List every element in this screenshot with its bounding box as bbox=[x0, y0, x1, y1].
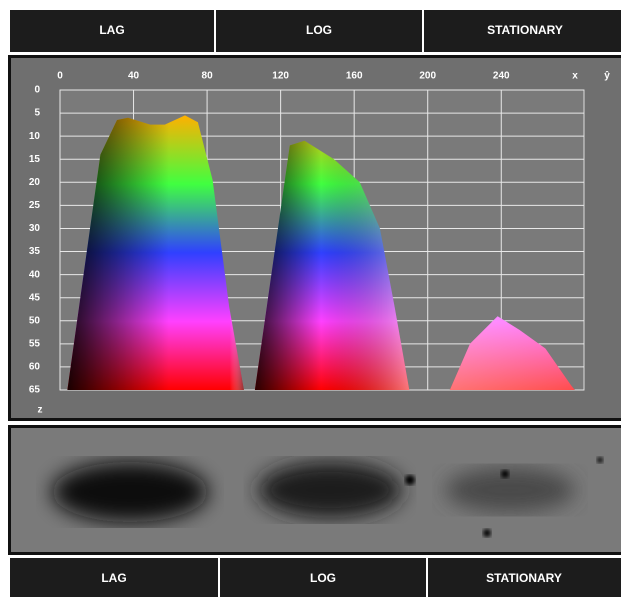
y-tick-label: 20 bbox=[29, 177, 41, 188]
header-label: LAG bbox=[99, 23, 124, 37]
gel-band bbox=[445, 468, 575, 512]
y-tick-label: 40 bbox=[29, 269, 41, 280]
y-tick-label: 35 bbox=[29, 246, 41, 257]
x-tick-label: 200 bbox=[419, 71, 436, 82]
y-tick-label: 50 bbox=[29, 315, 41, 326]
gel-spot bbox=[597, 457, 603, 463]
x-axis-label: x bbox=[572, 71, 578, 82]
gel-image bbox=[10, 427, 621, 554]
y-tick-label: 15 bbox=[29, 154, 41, 165]
y-tick-label: 0 bbox=[34, 85, 40, 96]
header-bar: LAG LOG STATIONARY bbox=[10, 10, 621, 52]
footer-bar: LAG LOG STATIONARY bbox=[10, 558, 621, 597]
x-tick-label: 120 bbox=[272, 71, 289, 82]
x-tick-label: 80 bbox=[202, 71, 214, 82]
plot: 0 5 10 15 20 25 30 35 40 45 50 55 60 65 0 40 80 120 160 200… bbox=[29, 71, 610, 416]
z-axis-label: z bbox=[38, 405, 43, 416]
y-axis-label: ŷ bbox=[604, 71, 610, 82]
header-label: STATIONARY bbox=[487, 23, 563, 37]
x-tick-label: 40 bbox=[128, 71, 140, 82]
x-tick-label: 160 bbox=[346, 71, 363, 82]
y-tick-label: 30 bbox=[29, 223, 41, 234]
footer-label: LAG bbox=[101, 571, 126, 585]
y-tick-label: 25 bbox=[29, 200, 41, 211]
header-label: LOG bbox=[306, 23, 332, 37]
y-tick-label: 60 bbox=[29, 362, 41, 373]
gel-spot bbox=[501, 470, 509, 478]
footer-label: STATIONARY bbox=[486, 571, 562, 585]
gel-spot bbox=[405, 475, 415, 485]
y-tick-label: 65 bbox=[29, 385, 41, 396]
y-tick-label: 5 bbox=[34, 108, 40, 119]
y-tick-label: 45 bbox=[29, 292, 41, 303]
footer-label: LOG bbox=[310, 571, 336, 585]
y-tick-label: 55 bbox=[29, 338, 41, 349]
y-tick-label: 10 bbox=[29, 131, 41, 142]
gel-band bbox=[258, 462, 402, 518]
gel-spot bbox=[483, 529, 491, 537]
x-tick-label: 0 bbox=[57, 71, 63, 82]
gel-band bbox=[52, 462, 208, 522]
x-tick-label: 240 bbox=[493, 71, 510, 82]
